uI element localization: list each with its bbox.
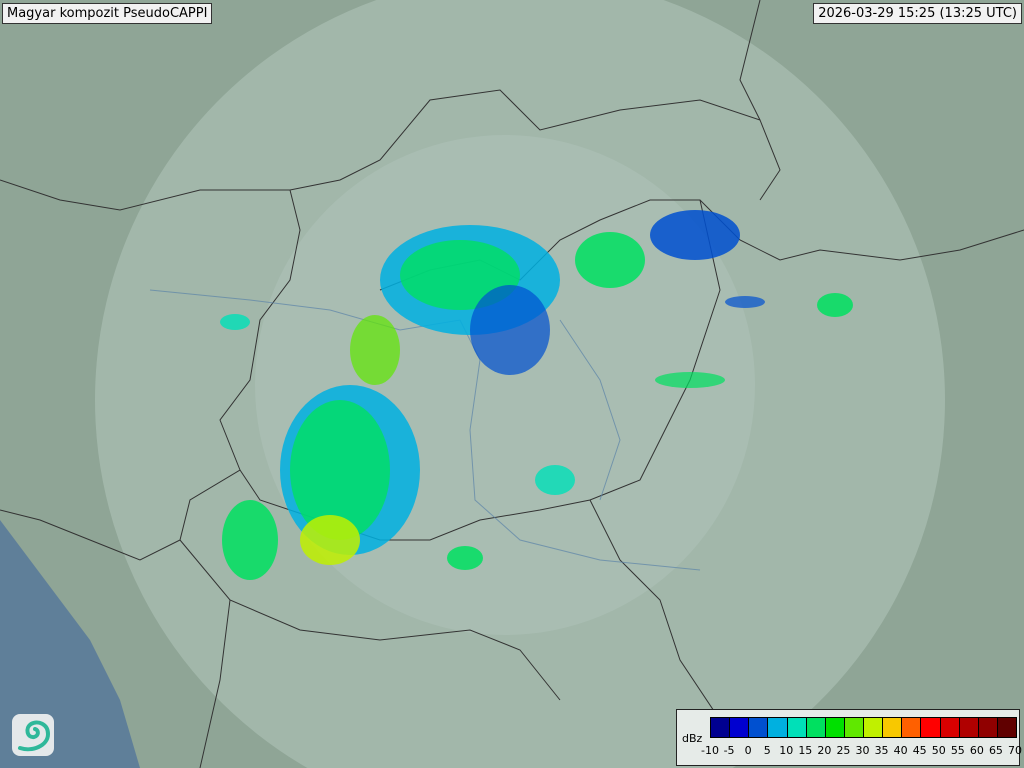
legend-tick-label: 40 <box>893 744 908 757</box>
legend-color-swatch <box>864 718 884 737</box>
dbz-color-legend: dBz -10 -5 0 5 10 15 20 25 30 35 40 45 50 55 60 65 70 <box>676 709 1022 766</box>
legend-color-swatch <box>768 718 788 737</box>
product-title: Magyar kompozit PseudoCAPPI <box>2 3 213 24</box>
legend-color-swatch <box>959 718 979 737</box>
legend-color-swatch <box>978 718 998 737</box>
legend-color-swatch <box>711 718 731 737</box>
legend-color-swatch <box>883 718 903 737</box>
swirl-logo-icon <box>12 714 54 756</box>
legend-color-swatch <box>997 718 1016 737</box>
legend-ticks: -10 -5 0 5 10 15 20 25 30 35 40 45 50 55 60 65 70 <box>701 744 1022 758</box>
legend-tick-label: 20 <box>817 744 832 757</box>
legend-tick-label: 50 <box>931 744 946 757</box>
legend-tick-label: 35 <box>874 744 889 757</box>
legend-color-swatch <box>749 718 769 737</box>
legend-color-bar <box>710 717 1017 738</box>
legend-tick-label: 25 <box>836 744 851 757</box>
legend-tick-label: 30 <box>855 744 870 757</box>
legend-color-swatch <box>825 718 845 737</box>
legend-tick-label: 55 <box>950 744 965 757</box>
legend-tick-label: 0 <box>744 744 752 757</box>
legend-tick-label: 45 <box>912 744 927 757</box>
legend-color-swatch <box>787 718 807 737</box>
legend-unit: dBz <box>682 732 703 745</box>
adriatic-sea <box>0 520 140 768</box>
legend-tick-label: 10 <box>779 744 794 757</box>
legend-tick-label: 5 <box>763 744 771 757</box>
legend-color-swatch <box>921 718 941 737</box>
legend-color-swatch <box>730 718 750 737</box>
rivers <box>149 289 701 571</box>
timestamp: 2026-03-29 15:25 (13:25 UTC) <box>813 3 1022 24</box>
legend-color-swatch <box>940 718 960 737</box>
legend-tick-label: 65 <box>988 744 1003 757</box>
legend-color-swatch <box>806 718 826 737</box>
legend-tick-label: 70 <box>1008 744 1022 757</box>
precipitation-echoes <box>220 210 853 580</box>
legend-color-swatch <box>844 718 864 737</box>
legend-tick-label: -10 <box>701 744 719 757</box>
legend-tick-label: -5 <box>723 744 735 757</box>
legend-tick-label: 60 <box>969 744 984 757</box>
legend-color-swatch <box>902 718 922 737</box>
legend-tick-label: 15 <box>798 744 813 757</box>
